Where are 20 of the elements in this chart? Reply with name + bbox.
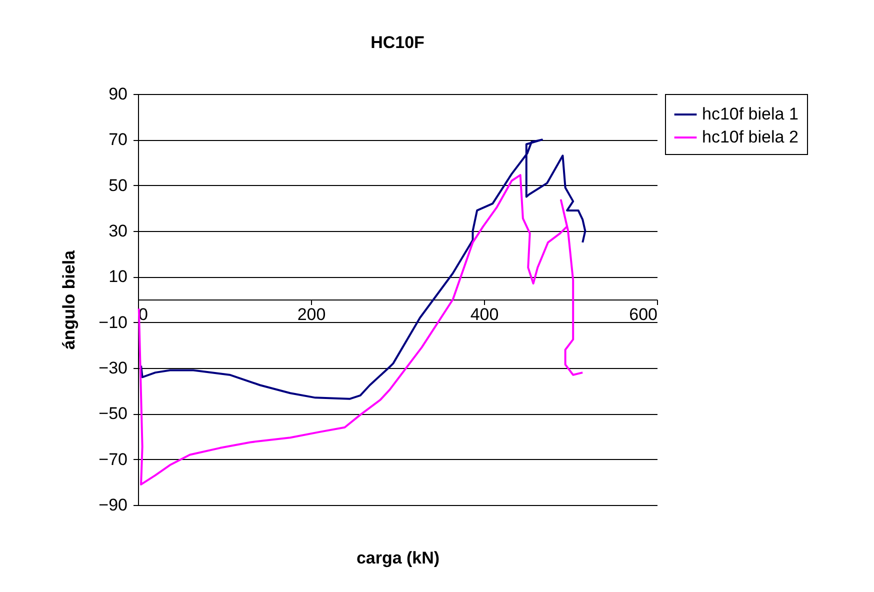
y-tick-label: −50 bbox=[98, 404, 128, 424]
y-axis-title: ángulo biela bbox=[60, 250, 79, 350]
y-tick-label: 70 bbox=[108, 130, 128, 150]
x-axis-title: carga (kN) bbox=[356, 548, 440, 568]
x-tick-label: 400 bbox=[470, 305, 499, 324]
y-tick-label: 90 bbox=[108, 84, 128, 104]
y-tick-label: −10 bbox=[98, 312, 128, 332]
y-tick-label: −90 bbox=[98, 496, 128, 514]
legend-label: hc10f biela 2 bbox=[702, 128, 798, 146]
legend-label: hc10f biela 1 bbox=[702, 104, 798, 124]
x-tick-label: 200 bbox=[297, 305, 326, 324]
y-tick-label: −30 bbox=[98, 358, 128, 378]
line-series bbox=[140, 138, 586, 400]
line-series bbox=[138, 174, 584, 486]
x-tick-label: 600 bbox=[629, 305, 658, 324]
chart-title: HC10F bbox=[370, 33, 424, 52]
y-tick-label: 50 bbox=[108, 176, 128, 195]
y-tick-label: 10 bbox=[108, 267, 128, 286]
y-tick-label: −70 bbox=[98, 450, 128, 469]
y-tick-label: 30 bbox=[108, 222, 128, 240]
